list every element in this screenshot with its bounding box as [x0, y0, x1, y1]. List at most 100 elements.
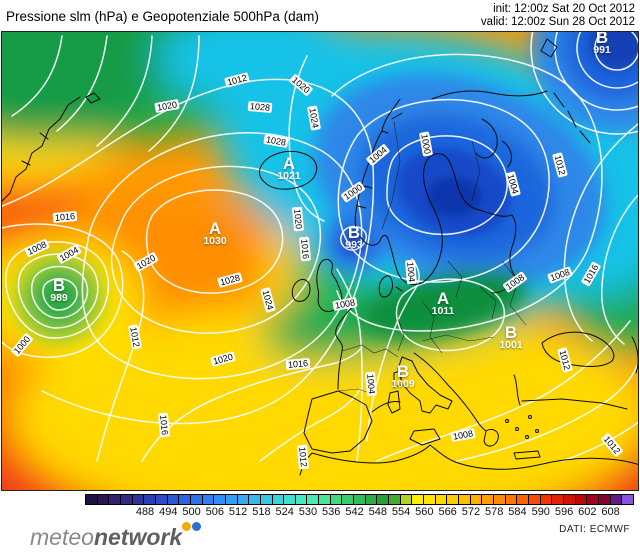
colorbar-segment: [435, 495, 448, 504]
geopotential-colorbar: [85, 494, 634, 505]
pressure-center-A-1030: A 1030: [203, 219, 227, 247]
isobar-label: 1004: [364, 371, 378, 397]
colorbar-tick: 500: [182, 506, 201, 518]
colorbar-segment: [575, 495, 588, 504]
isobar-lines: [2, 32, 638, 462]
pressure-center-A-1011: A 1011: [431, 289, 455, 317]
colorbar-segment: [109, 495, 121, 504]
colorbar-tick: 554: [391, 506, 411, 518]
pressure-center-symbol: B: [595, 31, 609, 47]
colorbar-segment: [587, 495, 599, 504]
logo-dots: [182, 522, 202, 550]
colorbar-segment: [598, 495, 611, 504]
valid-time: valid: 12:00z Sun 28 Oct 2012: [480, 16, 635, 28]
isobar-label: 1020: [291, 206, 305, 232]
pressure-center-value: 993: [345, 239, 363, 251]
isobar-label: 1004: [404, 259, 418, 285]
map-canvas: [2, 32, 638, 490]
colorbar-segment: [610, 495, 623, 504]
colorbar-tick: 548: [368, 506, 387, 518]
logo-text-network: network: [93, 524, 183, 550]
colorbar-tick: 524: [275, 506, 294, 518]
colorbar-segment: [237, 495, 250, 504]
pressure-center-symbol: B: [396, 362, 410, 381]
pressure-center-B-1009: B 1009: [391, 362, 415, 390]
forecast-map: 1012 1020 1028 1020 1024 1028 1020 1016 1016 1008…: [1, 31, 639, 491]
geopotential-cores: [43, 32, 638, 314]
colorbar-segment: [528, 495, 541, 504]
pressure-center-value: 1030: [203, 235, 227, 247]
colorbar-segment: [400, 495, 413, 504]
colorbar-segment: [190, 495, 203, 504]
colorbar-segment: [552, 495, 564, 504]
colorbar-tick: 608: [601, 506, 620, 518]
colorbar-segment: [284, 495, 296, 504]
colorbar-tick: 590: [531, 506, 550, 518]
isobar-label: 1028: [247, 100, 273, 114]
colorbar-tick: 488: [135, 506, 155, 518]
page-title: Pressione slm (hPa) e Geopotenziale 500h…: [6, 9, 319, 24]
colorbar-tick: 596: [554, 506, 574, 518]
colorbar-segment: [505, 495, 518, 504]
colorbar-segment: [202, 495, 215, 504]
pressure-center-symbol: A: [282, 154, 296, 173]
pressure-center-symbol: A: [208, 219, 222, 238]
colorbar-segment: [272, 495, 285, 504]
colorbar-segment: [249, 495, 261, 504]
colorbar-segment: [214, 495, 226, 504]
colorbar-tick-labels: 488 494 500 506 512 518 524 530 536 542 548 554 560 5…: [85, 506, 632, 520]
colorbar-segment: [167, 495, 180, 504]
pressure-center-symbol: B: [52, 276, 66, 295]
colorbar-segment: [377, 495, 390, 504]
isobar-label: 1016: [298, 236, 312, 262]
colorbar-tick: 518: [252, 506, 271, 518]
pressure-center-value: 991: [593, 44, 611, 56]
colorbar-tick: 560: [415, 506, 434, 518]
pressure-center-value: 1009: [391, 378, 415, 390]
colorbar-segment: [132, 495, 145, 504]
colorbar-segment: [155, 495, 168, 504]
pressure-center-symbol: B: [347, 223, 361, 242]
init-time: init: 12:00z Sat 20 Oct 2012: [493, 3, 635, 15]
pressure-center-B-991: B 991: [593, 31, 611, 56]
pressure-center-B-993: B 993: [345, 223, 363, 251]
colorbar-segment: [225, 495, 238, 504]
colorbar-tick: 512: [228, 506, 248, 518]
coastlines: [2, 38, 638, 476]
colorbar-tick: 566: [438, 506, 457, 518]
pressure-center-B-1001: B 1001: [499, 323, 523, 351]
pressure-center-value: 1011: [431, 305, 455, 317]
pressure-center-value: 1021: [277, 170, 301, 182]
colorbar-tick: 542: [345, 506, 364, 518]
data-source-credit: DATI: ECMWF: [559, 524, 630, 535]
pressure-center-symbol: B: [504, 323, 518, 342]
pressure-center-symbol: A: [436, 289, 450, 308]
colorbar-tick: 578: [485, 506, 504, 518]
colorbar-segment: [493, 495, 506, 504]
colorbar-segment: [86, 495, 98, 504]
logo-text-meteo: meteo: [30, 524, 94, 550]
isobar-label: 1012: [296, 444, 310, 470]
colorbar-tick: 506: [205, 506, 225, 518]
colorbar-segment: [144, 495, 156, 504]
meteonetwork-logo: meteonetwork: [30, 522, 202, 550]
colorbar-segment: [179, 495, 191, 504]
colorbar-segment: [354, 495, 366, 504]
colorbar-segment: [459, 495, 471, 504]
colorbar-segment: [260, 495, 273, 504]
colorbar-segment: [622, 495, 633, 504]
pressure-center-value: 1001: [499, 339, 523, 351]
logo-dot-yellow-icon: [182, 522, 192, 531]
isobar-label: 1016: [285, 357, 311, 371]
run-info: init: 12:00z Sat 20 Oct 2012 valid: 12:0…: [481, 3, 635, 29]
colorbar-segment: [365, 495, 378, 504]
colorbar-tick: 572: [461, 506, 481, 518]
colorbar-segment: [412, 495, 425, 504]
colorbar-tick: 536: [322, 506, 341, 518]
isobar-label: 1016: [52, 210, 78, 224]
colorbar-segment: [540, 495, 553, 504]
isobar-label: 1016: [157, 412, 171, 438]
colorbar-segment: [342, 495, 355, 504]
colorbar-segment: [447, 495, 459, 504]
